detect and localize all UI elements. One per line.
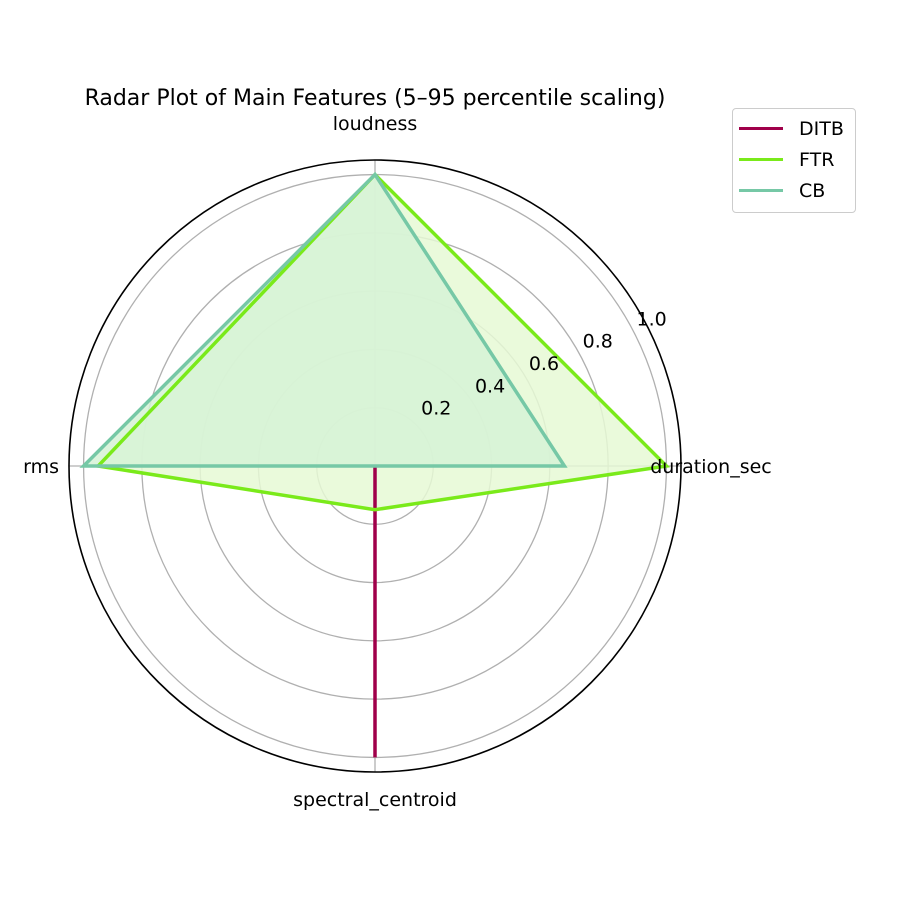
legend-swatch [739,189,783,192]
radial-tick-label: 0.8 [583,331,613,353]
legend-swatch [739,158,783,161]
axis-label-loudness: loudness [333,113,418,135]
radial-tick-label: 0.2 [421,398,451,420]
legend: DITB FTR CB [732,108,856,213]
series-line-ftr [94,172,671,512]
series-line-cb [79,171,568,468]
axis-label-spectral-centroid: spectral_centroid [293,789,457,811]
legend-label: CB [799,179,826,202]
axis-label-rms: rms [23,456,59,478]
radial-tick-label: 0.4 [475,375,505,397]
legend-item-ftr: FTR [733,144,855,175]
legend-item-ditb: DITB [733,113,855,144]
radial-tick-label: 1.0 [637,308,667,330]
legend-item-cb: CB [733,175,855,206]
legend-label: DITB [799,117,844,140]
axis-label-duration-sec: duration_sec [650,456,772,478]
series-fill-cb [83,174,565,467]
radial-tick-label: 0.6 [529,353,559,375]
polar-frame [68,159,682,773]
chart-title: Radar Plot of Main Features (5–95 percen… [84,86,666,111]
legend-swatch [739,127,783,130]
legend-label: FTR [799,148,835,171]
